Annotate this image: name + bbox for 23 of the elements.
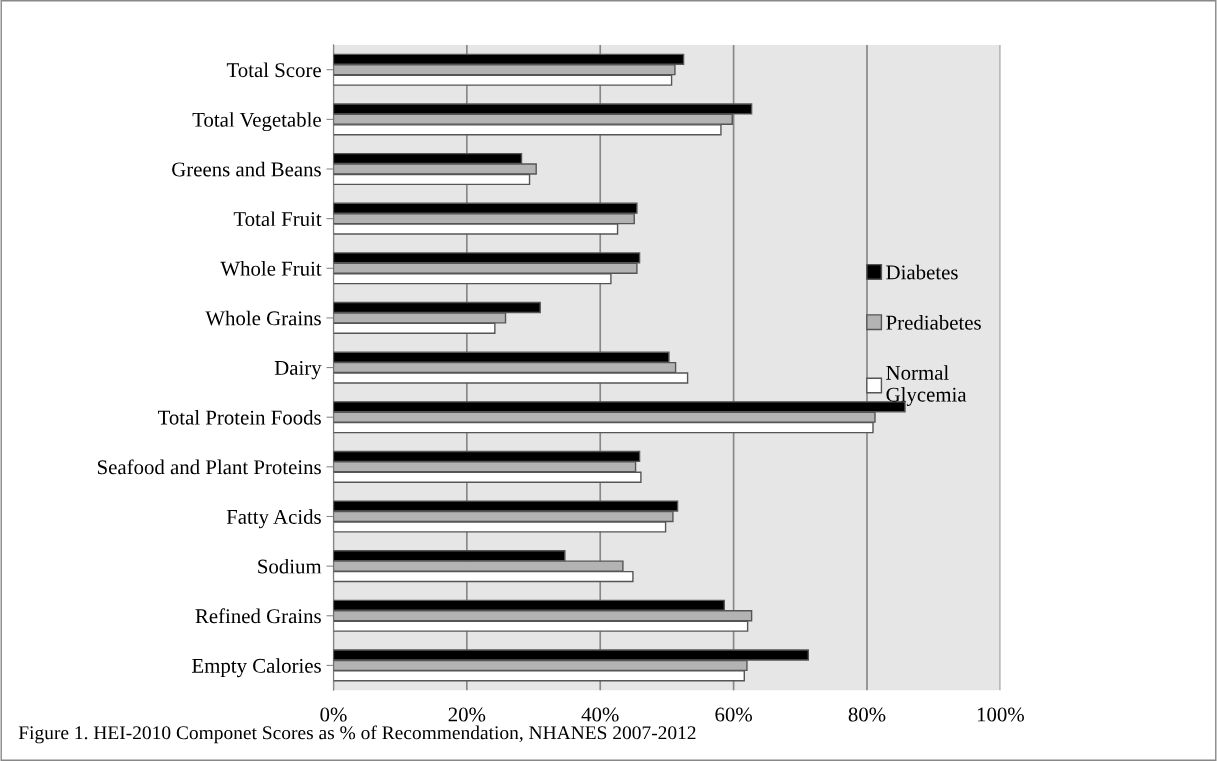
y-tick-label: Empty Calories <box>192 658 321 678</box>
x-tick-label: 80% <box>848 707 886 722</box>
legend-label: Prediabetes <box>886 315 981 330</box>
y-tick-label: Seafood and Plant Proteins <box>97 459 321 475</box>
x-tick-label: 0% <box>320 707 347 722</box>
x-tick-label: 20% <box>448 707 486 722</box>
y-tick-label: Total Score <box>226 62 321 78</box>
y-tick-label: Sodium <box>258 558 322 574</box>
y-tick-label: Greens and Beans <box>172 161 321 177</box>
x-tick-label: 40% <box>581 707 619 722</box>
caption: Figure 1. HEI-2010 Componet Scores as % of Recommendation, NHANES 2007-2012 <box>18 725 696 744</box>
y-tick-label: Whole Fruit <box>220 261 322 276</box>
y-tick-label: Total Protein Foods <box>157 409 321 425</box>
x-tick-label: 100% <box>977 707 1024 722</box>
y-tick-label: Dairy <box>274 360 322 380</box>
y-tick-label: Total Fruit <box>233 211 322 227</box>
x-tick-label: 60% <box>715 707 752 722</box>
legend-label: Normal Glycemia <box>886 365 967 406</box>
y-tick-label: Total Vegetable <box>192 112 321 132</box>
y-tick-label: Whole Grains <box>205 310 321 326</box>
legend-label: Diabetes <box>886 264 958 280</box>
y-tick-label: Refined Grains <box>195 608 321 624</box>
y-tick-label: Fatty Acids <box>226 509 321 529</box>
